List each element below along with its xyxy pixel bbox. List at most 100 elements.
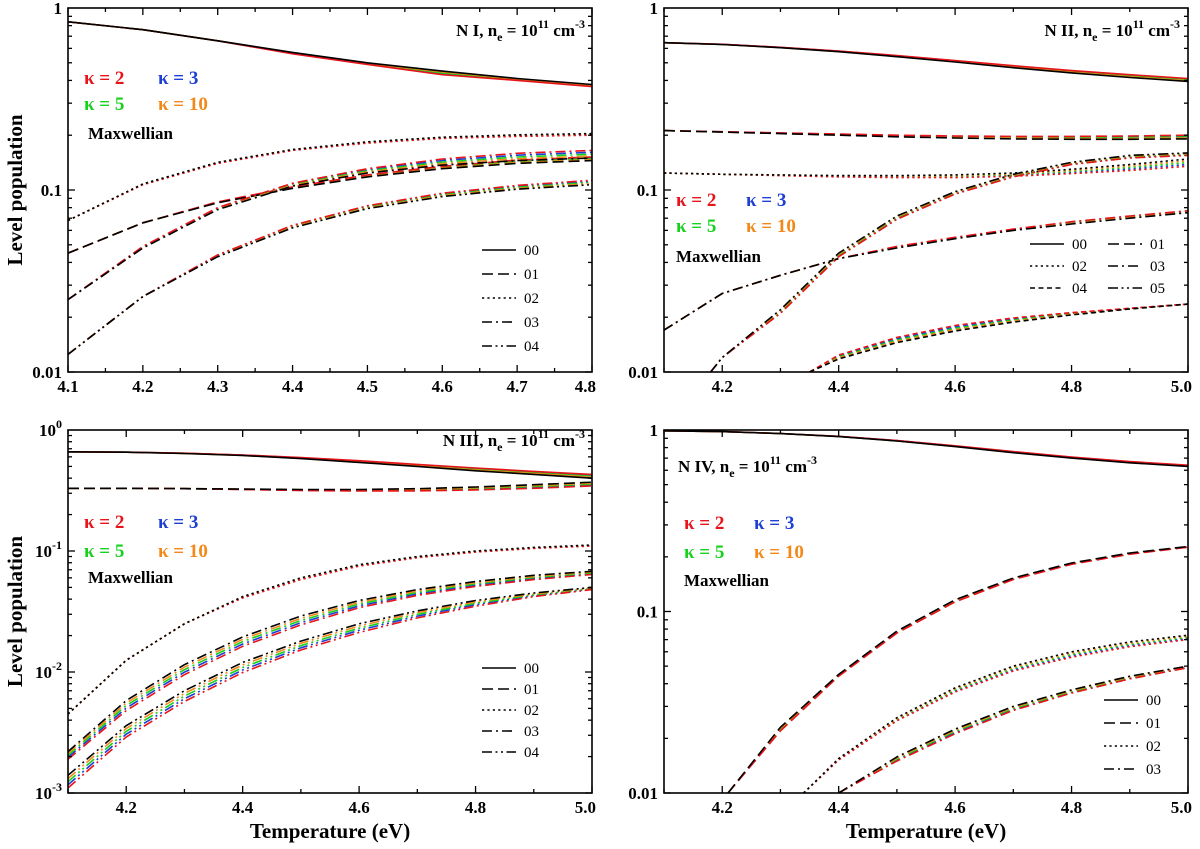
series-02-kappa-2 xyxy=(664,165,1188,179)
title-mid: = 10 xyxy=(503,21,538,40)
kappa-label: κ = 3 xyxy=(746,190,786,211)
title-unitsup: -3 xyxy=(575,427,585,441)
y-tick-label-base: 0.1 xyxy=(637,603,658,622)
series-02-kappa-3 xyxy=(664,163,1188,178)
curves xyxy=(68,451,592,789)
y-tick-label: 10-1 xyxy=(35,538,62,561)
panel-NII: 4.2 4.4 4.6 4.8 5.0 0.01 0.1 1 N II, ne = 1011 c… xyxy=(628,0,1192,396)
series-04-kappa-2 xyxy=(68,179,592,356)
series-03-kappa-5 xyxy=(68,153,592,301)
kappa-label: κ = 3 xyxy=(158,512,198,533)
legend-label-04: 04 xyxy=(524,339,540,355)
panel-NIV: 4.2 4.4 4.6 4.8 5.0 0.01 0.1 1 Temperature (eV) N… xyxy=(628,421,1192,843)
series-00-kappa-2 xyxy=(664,41,1188,80)
legend-label-01: 01 xyxy=(1150,237,1165,253)
kappa-label: κ = 10 xyxy=(158,541,208,562)
series-03-kappa-5 xyxy=(68,572,592,757)
series-04-maxwellian xyxy=(68,586,592,776)
x-axis-title: Temperature (eV) xyxy=(846,819,1006,843)
series-02-kappa-2 xyxy=(68,134,592,222)
curves xyxy=(664,41,1188,372)
series-04-kappa-3 xyxy=(809,303,1188,372)
series-03-kappa-3 xyxy=(68,151,592,301)
kappa-label: κ = 2 xyxy=(676,190,716,211)
series-04-kappa-10 xyxy=(809,303,1188,372)
title-unitsup: -3 xyxy=(1170,17,1180,31)
line-style-legend: 00 01 02 03 xyxy=(1104,693,1161,778)
panel-title: N IV, ne = 1011 cm-3 xyxy=(678,453,817,480)
series-03-kappa-10 xyxy=(68,571,592,755)
y-tick-label-base: 0.01 xyxy=(32,363,62,382)
series-00-maxwellian xyxy=(664,41,1188,83)
series-02-kappa-10 xyxy=(664,160,1188,177)
series-04-kappa-10 xyxy=(68,587,592,780)
series-04-kappa-3 xyxy=(68,588,592,786)
curves xyxy=(664,430,1188,793)
series-04-kappa-5 xyxy=(68,181,592,356)
x-tick-label: 4.5 xyxy=(357,377,378,396)
series-03-kappa-3 xyxy=(68,572,592,758)
series-00-maxwellian xyxy=(68,451,592,479)
title-ion: N II, n xyxy=(1044,21,1092,40)
title-mid: = 10 xyxy=(1098,21,1133,40)
x-tick-label: 4.6 xyxy=(944,798,965,817)
series-01-kappa-5 xyxy=(68,158,592,254)
y-tick-label-base: 0.1 xyxy=(41,181,62,200)
series-02-maxwellian xyxy=(68,544,592,715)
kappa-label: κ = 5 xyxy=(84,541,124,562)
x-tick-label: 4.2 xyxy=(116,798,137,817)
series-01-kappa-2 xyxy=(727,546,1188,793)
series-05-kappa-10 xyxy=(709,152,1188,372)
legend-label-04: 04 xyxy=(1072,281,1088,297)
series-03-kappa-10 xyxy=(664,211,1188,331)
series-01-maxwellian xyxy=(664,129,1188,141)
kappa-label: κ = 5 xyxy=(84,94,124,115)
series-01-kappa-10 xyxy=(68,158,592,254)
y-tick-label: 1 xyxy=(54,0,63,18)
series-03-kappa-2 xyxy=(664,209,1188,331)
kappa-label: κ = 10 xyxy=(746,216,796,237)
series-05-kappa-5 xyxy=(709,153,1188,372)
y-tick-label: 1 xyxy=(650,421,659,440)
kappa-label: κ = 2 xyxy=(84,68,124,89)
panel-NI: 4.1 4.2 4.3 4.4 4.5 4.6 4.7 4.8 0.01 0.1 1 Level po… xyxy=(3,0,596,396)
series-03-kappa-10 xyxy=(68,155,592,301)
series-02-kappa-5 xyxy=(664,161,1188,178)
title-sup: 11 xyxy=(538,427,549,441)
title-mid: = 10 xyxy=(503,431,538,450)
y-tick-label-base: 10 xyxy=(39,421,56,440)
series-01-kappa-3 xyxy=(727,546,1188,793)
series-02-kappa-10 xyxy=(68,133,592,222)
x-tick-label: 4.2 xyxy=(712,798,733,817)
title-sup: 11 xyxy=(538,17,549,31)
legend-label-02: 02 xyxy=(524,703,539,719)
series-02-maxwellian xyxy=(664,158,1188,177)
y-axis-title: Level population xyxy=(3,536,27,687)
x-tick-label: 4.6 xyxy=(432,377,453,396)
series-01-maxwellian xyxy=(68,159,592,254)
series-01-kappa-2 xyxy=(68,156,592,254)
y-tick-label: 0.1 xyxy=(637,181,658,200)
series-03-kappa-2 xyxy=(838,666,1188,793)
series-04-maxwellian xyxy=(68,183,592,356)
y-tick-label-base: 0.1 xyxy=(637,181,658,200)
series-01-maxwellian xyxy=(68,481,592,491)
kappa-label: κ = 2 xyxy=(684,513,724,534)
legend-label-03: 03 xyxy=(524,724,539,740)
y-tick-label: 0.01 xyxy=(32,363,62,382)
series-03-kappa-5 xyxy=(664,210,1188,331)
legend-label-03: 03 xyxy=(524,315,539,331)
series-05-maxwellian xyxy=(709,152,1188,372)
legend-label-05: 05 xyxy=(1150,281,1165,297)
series-04-kappa-3 xyxy=(68,180,592,356)
title-sub: e xyxy=(1092,30,1098,44)
x-tick-label: 4.2 xyxy=(132,377,153,396)
plot-frame xyxy=(663,429,1189,794)
panel-title: N III, ne = 1011 cm-3 xyxy=(443,427,585,454)
x-tick-label: 4.2 xyxy=(712,377,733,396)
y-tick-label-sup: 0 xyxy=(56,417,62,431)
y-tick-label-sup: -3 xyxy=(52,780,62,794)
kappa-label: κ = 5 xyxy=(676,216,716,237)
series-00-maxwellian xyxy=(664,430,1188,468)
